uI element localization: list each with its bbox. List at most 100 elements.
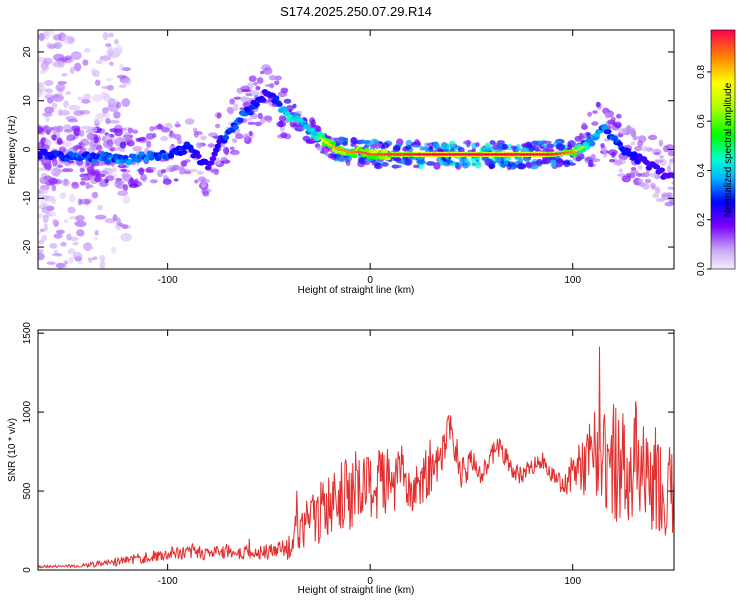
heatmap-cell [94, 79, 101, 87]
heatmap-cell [339, 156, 345, 162]
heatmap-cell [51, 134, 57, 141]
colorbar-tick-label: 0.8 [696, 64, 707, 78]
colorbar-tick-label: 0.0 [696, 262, 707, 276]
heatmap-cell [495, 153, 501, 156]
heatmap-cell [73, 62, 82, 72]
heatmap-cell [397, 164, 402, 168]
heatmap-cell [611, 135, 619, 141]
heatmap-cell [542, 140, 552, 144]
heatmap-cell [62, 168, 69, 172]
heatmap-cell [654, 151, 661, 155]
heatmap-cell [232, 150, 239, 156]
heatmap-cell [418, 153, 423, 156]
heatmap-cell [83, 48, 91, 53]
heatmap-cell [606, 119, 616, 125]
heatmap-cell [371, 162, 382, 166]
heatmap-cell [109, 47, 118, 52]
spectrogram-y-tick-label: 0 [22, 146, 33, 152]
heatmap-cell [496, 143, 504, 149]
heatmap-cell [278, 115, 287, 122]
heatmap-cell [114, 180, 125, 184]
heatmap-cell [471, 162, 477, 167]
heatmap-cell [48, 44, 56, 50]
heatmap-cell [382, 142, 390, 149]
heatmap-cell [132, 129, 139, 134]
heatmap-cell [460, 153, 465, 156]
heatmap-cell [379, 153, 384, 156]
heatmap-cell [533, 147, 540, 152]
heatmap-cell [260, 97, 267, 103]
heatmap-cell [72, 145, 77, 150]
heatmap-cell [373, 143, 382, 149]
heatmap-cell [567, 140, 576, 148]
heatmap-cell [440, 142, 450, 150]
colorbar-ticks: 0.0 0.2 0.4 0.6 0.8 [696, 64, 711, 276]
heatmap-cell [53, 125, 58, 134]
heatmap-cell [479, 146, 485, 154]
heatmap-cell [46, 261, 56, 265]
heatmap-cell [308, 127, 316, 133]
heatmap-cell [642, 172, 650, 178]
heatmap-cell [85, 182, 91, 190]
spectrogram-y-ticks: -20 -10 0 10 20 [22, 46, 674, 254]
heatmap-cell [82, 93, 92, 100]
heatmap-cell [231, 138, 238, 143]
heatmap-cell [548, 156, 557, 161]
heatmap-cell [188, 168, 199, 173]
heatmap-cell [245, 93, 252, 97]
heatmap-cell [120, 232, 133, 242]
heatmap-cell [588, 159, 594, 168]
heatmap-cell [650, 182, 656, 189]
heatmap-cell [591, 121, 599, 126]
heatmap-cell [91, 94, 103, 102]
heatmap-cell [53, 53, 65, 61]
heatmap-cell [57, 108, 63, 117]
heatmap-cell [283, 98, 292, 104]
heatmap-cell [662, 145, 670, 153]
heatmap-cell [43, 31, 50, 40]
heatmap-cell [483, 153, 488, 156]
heatmap-cell [38, 249, 44, 254]
colorbar-tick-label: 0.4 [696, 163, 707, 177]
heatmap-cell [434, 153, 439, 156]
heatmap-cell [78, 129, 85, 137]
heatmap-cell [647, 134, 658, 141]
heatmap-cell [69, 66, 75, 75]
heatmap-cell [80, 138, 90, 147]
heatmap-cell [169, 167, 175, 173]
heatmap-cell [38, 126, 44, 134]
heatmap-cell [215, 123, 221, 129]
heatmap-cell [510, 145, 517, 150]
heatmap-cell [342, 141, 348, 147]
spectrogram-y-axis-label: Frequency (Hz) [7, 116, 18, 185]
heatmap-cell [63, 129, 74, 133]
heatmap-cell [385, 153, 391, 156]
heatmap-cell [521, 153, 527, 156]
heatmap-cell [44, 106, 55, 114]
heatmap-cell [177, 139, 183, 145]
heatmap-cell [42, 112, 53, 117]
heatmap-cell [95, 60, 104, 65]
heatmap-cell [568, 162, 576, 166]
heatmap-cell [580, 145, 585, 149]
heatmap-cell [91, 191, 99, 199]
heatmap-cell [671, 181, 674, 185]
heatmap-cell [486, 153, 491, 156]
heatmap-cell [481, 155, 489, 161]
heatmap-cell [104, 218, 117, 224]
heatmap-cell [104, 43, 112, 47]
heatmap-cell [39, 228, 45, 232]
heatmap-cell [173, 133, 182, 140]
heatmap-cell [150, 166, 157, 171]
heatmap-cell [495, 155, 502, 164]
heatmap-cell [229, 98, 236, 105]
heatmap-cell [152, 126, 160, 130]
snr-plot-area [38, 330, 674, 570]
heatmap-cell [453, 153, 459, 156]
heatmap-cell [402, 153, 407, 156]
heatmap-cell [364, 158, 374, 163]
heatmap-cell [174, 123, 182, 128]
heatmap-cell [227, 107, 234, 115]
heatmap-cell [360, 139, 366, 145]
